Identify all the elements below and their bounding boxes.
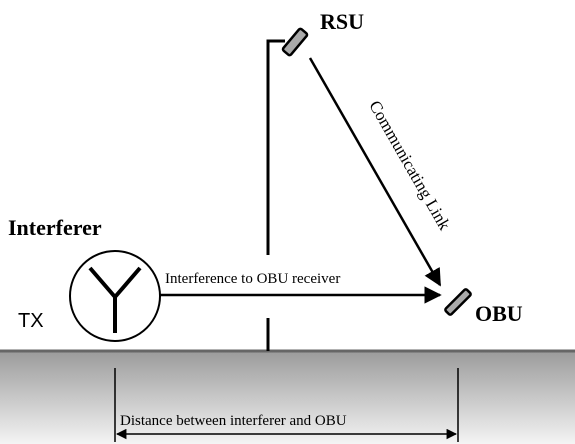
link-arrow: [308, 57, 442, 287]
link-label: Communicating Link: [365, 97, 454, 233]
tx-label: TX: [18, 310, 44, 332]
distance-label: Distance between interferer and OBU: [120, 413, 347, 429]
ground: [0, 350, 575, 444]
obu-device: [444, 288, 472, 316]
obu-label: OBU: [475, 301, 523, 326]
interference-label: Interference to OBU receiver: [165, 271, 340, 287]
pole: [266, 39, 285, 255]
antenna: [88, 266, 142, 333]
rsu-device: [281, 27, 309, 57]
interferer-label: Interferer: [8, 215, 102, 240]
rsu-label: RSU: [320, 9, 364, 34]
